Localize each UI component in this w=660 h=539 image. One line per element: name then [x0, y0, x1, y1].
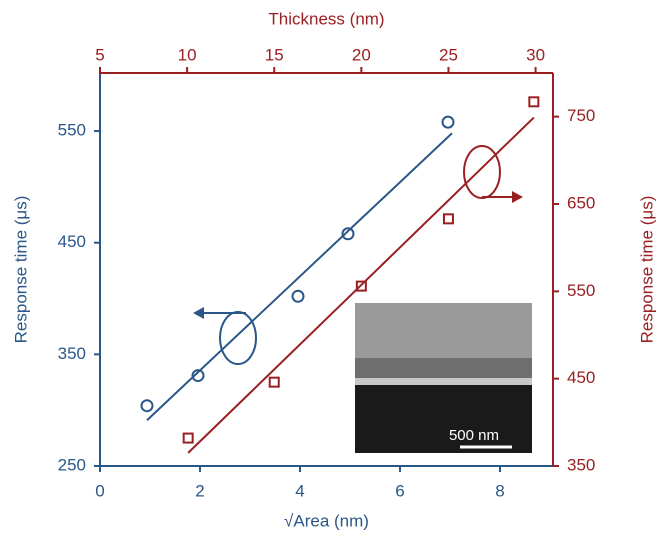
x-tick-label: 0 — [95, 481, 104, 500]
x-axis-label: √Area (nm) — [284, 511, 369, 530]
x2-tick-label: 10 — [178, 45, 197, 64]
arrow-head — [512, 191, 523, 203]
inset-image-top — [355, 303, 532, 358]
point — [291, 289, 305, 303]
x2-tick-label: 15 — [265, 45, 284, 64]
y2-tick-label: 550 — [567, 281, 595, 300]
x-tick-label: 4 — [295, 481, 304, 500]
x2-tick-label: 20 — [352, 45, 371, 64]
x2-tick-label: 5 — [95, 45, 104, 64]
x2-tick-label: 30 — [526, 45, 545, 64]
y-tick-label: 550 — [58, 121, 86, 140]
y2-tick-label: 350 — [567, 455, 595, 474]
fit-line — [146, 132, 453, 421]
x-tick-label: 2 — [195, 481, 204, 500]
point — [355, 280, 367, 292]
y2-tick-label: 750 — [567, 106, 595, 125]
x2-axis-label: Thickness (nm) — [268, 9, 384, 28]
point — [528, 96, 540, 108]
point — [140, 399, 154, 413]
y2-tick-label: 650 — [567, 193, 595, 212]
axis-indicator — [219, 311, 257, 365]
x-tick-label: 6 — [395, 481, 404, 500]
point — [442, 213, 454, 225]
inset-image-film — [355, 358, 532, 378]
axis-indicator — [463, 145, 501, 199]
arrow-head — [193, 307, 204, 319]
scale-bar-label: 500 nm — [449, 427, 499, 444]
inset-image-edge — [355, 378, 532, 385]
point — [441, 115, 455, 129]
point — [191, 369, 205, 383]
fit-line — [187, 116, 535, 454]
point — [341, 227, 355, 241]
y2-axis-label: Response time (μs) — [637, 196, 656, 344]
y-tick-label: 450 — [58, 232, 86, 251]
y-axis-label: Response time (μs) — [11, 196, 30, 344]
x2-tick-label: 25 — [439, 45, 458, 64]
x-tick-label: 8 — [495, 481, 504, 500]
point — [268, 376, 280, 388]
point — [182, 432, 194, 444]
y-tick-label: 250 — [58, 455, 86, 474]
y2-tick-label: 450 — [567, 368, 595, 387]
y-tick-label: 350 — [58, 344, 86, 363]
